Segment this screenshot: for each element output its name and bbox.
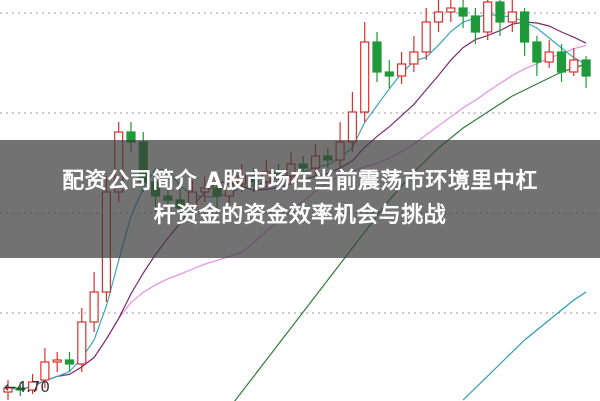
candle-body (470, 15, 480, 33)
candle-body (15, 387, 25, 391)
candle-body (40, 361, 50, 381)
title-line-2: 杆资金的资金效率机会与挑战 (153, 203, 447, 228)
candle-body (446, 7, 456, 13)
candle-body (544, 51, 554, 63)
candle-body (433, 11, 444, 23)
candle-body (507, 11, 517, 23)
candle-body (64, 359, 75, 365)
candle-body (360, 41, 370, 113)
candle-body (77, 321, 87, 365)
ma-long2-line (462, 291, 587, 401)
title-line-1: 配资公司简介 A股市场在当前震荡市环境里中杠 (62, 169, 538, 194)
candle-body (89, 291, 99, 323)
candle-body (556, 51, 567, 73)
candle-body (384, 71, 394, 77)
candle-body (495, 1, 505, 23)
candle-body (532, 41, 542, 63)
candle-body (28, 381, 38, 391)
candle-body (397, 63, 407, 77)
candle-body (409, 51, 419, 65)
candle-body (519, 11, 530, 43)
candle-body (458, 7, 468, 17)
title-overlay: 配资公司简介 A股市场在当前震荡市环境里中杠 杆资金的资金效率机会与挑战 (0, 140, 600, 258)
candle-body (483, 1, 493, 33)
min-price-label: ←4.70 (4, 378, 50, 396)
arrow-left-icon: ← (4, 378, 17, 396)
candle-body (421, 21, 431, 53)
candle-body (3, 387, 13, 393)
candle-body (569, 59, 579, 73)
candle-body (581, 59, 591, 77)
candle-body (347, 111, 357, 143)
min-price-value: 4.70 (16, 378, 50, 396)
candle-body (372, 41, 382, 73)
candle-body (52, 359, 62, 363)
